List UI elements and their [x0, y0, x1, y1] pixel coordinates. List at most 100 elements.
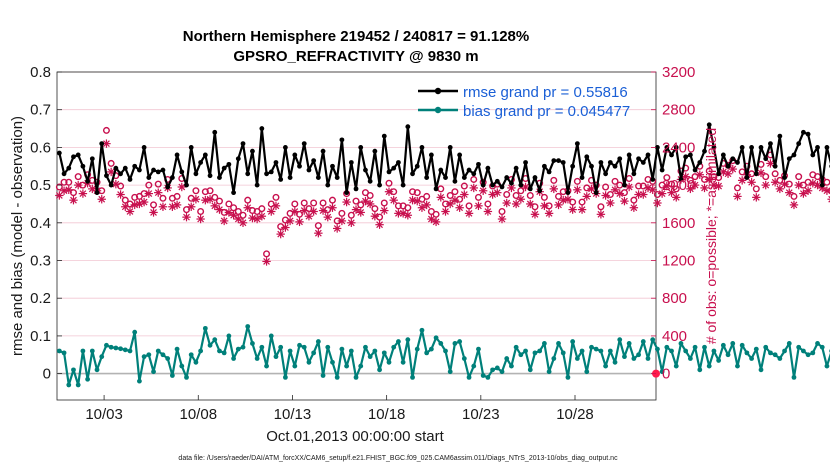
- series-point: [410, 171, 415, 177]
- assimilated-marker: [417, 203, 427, 212]
- series-point: [551, 158, 557, 163]
- series-point: [118, 171, 123, 177]
- possible-marker: [498, 207, 506, 215]
- possible-marker: [795, 173, 803, 181]
- possible-marker: [107, 159, 115, 167]
- series-point: [259, 344, 265, 350]
- x-tick-label: 10/13: [274, 406, 312, 423]
- assimilated-marker: [389, 195, 398, 205]
- possible-marker: [470, 175, 478, 183]
- series-point: [697, 160, 703, 165]
- series-point: [800, 348, 806, 354]
- possible-marker: [701, 175, 709, 183]
- series-point: [626, 341, 632, 346]
- possible-marker: [526, 191, 534, 199]
- possible-marker: [517, 187, 525, 195]
- series-point: [650, 177, 656, 182]
- series-point: [141, 145, 147, 150]
- series-point: [330, 359, 335, 365]
- series-point: [706, 363, 712, 369]
- assimilated-marker: [573, 185, 582, 195]
- assimilated-marker: [257, 212, 267, 221]
- data-file-footnote: data file: /Users/raeder/DAI/ATM_forcXX/…: [178, 455, 618, 462]
- assimilated-marker: [601, 191, 610, 200]
- assimilated-marker: [568, 205, 577, 214]
- series-point: [174, 152, 180, 158]
- series-point: [118, 346, 123, 352]
- possible-marker: [432, 210, 440, 218]
- series-point: [815, 341, 820, 346]
- series-point: [146, 175, 152, 180]
- series-point: [66, 165, 72, 171]
- possible-marker: [672, 185, 680, 193]
- series-point: [325, 344, 331, 350]
- possible-marker: [234, 207, 242, 215]
- series-point: [132, 163, 138, 169]
- possible-marker: [145, 181, 153, 189]
- possible-marker: [668, 180, 676, 188]
- series-point: [570, 163, 576, 169]
- series-point: [443, 175, 448, 180]
- possible-marker: [60, 178, 68, 186]
- series-point: [165, 184, 171, 190]
- possible-marker: [663, 174, 671, 182]
- series-point: [617, 337, 623, 343]
- series-point: [461, 356, 467, 361]
- assimilated-marker: [229, 211, 238, 220]
- assimilated-marker: [276, 229, 285, 239]
- x-axis-ticks: 10/03 10/08 10/13 10/18 10/23 10/28: [85, 395, 594, 423]
- series-point: [414, 163, 420, 169]
- series-point: [155, 348, 161, 354]
- series-point: [730, 341, 736, 346]
- series-point: [796, 344, 802, 350]
- series-point: [786, 341, 792, 346]
- assimilated-marker: [667, 188, 676, 197]
- series-point: [400, 182, 406, 188]
- assimilated-marker: [262, 257, 271, 266]
- series-point: [749, 356, 754, 361]
- possible-marker: [423, 192, 431, 200]
- series-point: [405, 337, 411, 343]
- series-point: [113, 345, 119, 351]
- series-point: [537, 348, 543, 354]
- series-point: [438, 167, 444, 173]
- series-point: [386, 169, 392, 175]
- series-point: [603, 363, 609, 369]
- series-point: [551, 356, 557, 361]
- series-point: [772, 163, 778, 169]
- assimilated-marker: [154, 188, 163, 197]
- series-point: [169, 373, 175, 378]
- right-tick-label: 0: [662, 366, 670, 383]
- x-tick-label: 10/28: [556, 406, 594, 423]
- possible-marker: [159, 194, 167, 202]
- assimilated-marker: [549, 184, 559, 194]
- series-point: [560, 350, 566, 356]
- possible-marker: [653, 191, 661, 199]
- series-point: [108, 182, 114, 188]
- possible-marker: [305, 205, 313, 213]
- possible-marker: [602, 183, 610, 191]
- series-point: [160, 167, 166, 173]
- series-point: [466, 374, 472, 380]
- series-point: [301, 141, 307, 147]
- series-point: [476, 161, 481, 167]
- chart-title-line2: GPSRO_REFRACTIVITY @ 9830 m: [233, 48, 478, 65]
- series-point: [339, 137, 345, 143]
- assimilated-marker: [620, 196, 629, 206]
- assimilated-marker: [799, 189, 808, 198]
- assimilated-marker: [460, 190, 469, 199]
- series-point: [490, 367, 495, 373]
- possible-marker: [385, 179, 393, 187]
- series-point: [339, 346, 345, 352]
- series-point: [546, 169, 552, 175]
- series-point: [711, 348, 717, 354]
- series-point: [221, 350, 227, 356]
- series-point: [579, 175, 585, 180]
- series-point: [617, 156, 623, 162]
- possible-marker: [752, 185, 760, 193]
- assimilated-marker: [172, 200, 182, 210]
- possible-marker: [371, 205, 379, 213]
- series-point: [518, 182, 524, 188]
- series-point: [405, 124, 411, 130]
- series-point: [494, 365, 500, 371]
